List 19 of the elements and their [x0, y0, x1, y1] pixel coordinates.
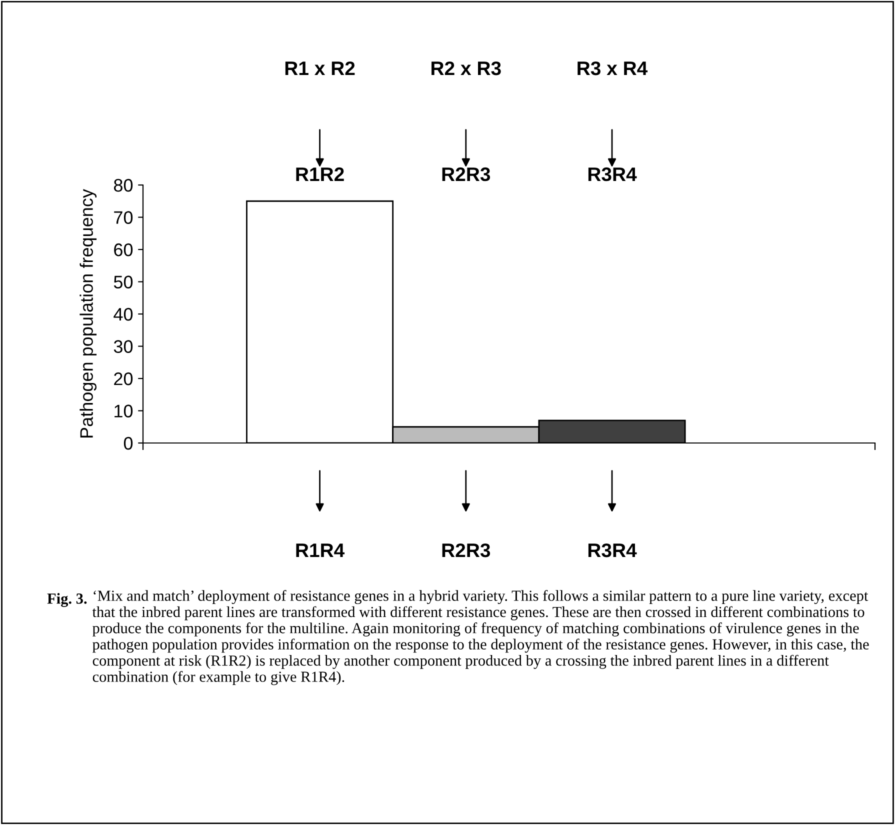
y-tick-label: 70 [114, 211, 133, 224]
y-tick-label: 20 [114, 372, 133, 386]
text: R1R4 [296, 544, 345, 558]
y-tick-label: 80 [114, 178, 133, 192]
text: R2 x R3 [432, 61, 501, 76]
text: R3 x R4 [578, 61, 648, 76]
y-tick-label: 10 [114, 404, 133, 418]
x-tick-label: R1R2 [296, 167, 344, 181]
y-tick-label: 30 [114, 340, 133, 353]
y-tick-label: 0 [124, 436, 133, 450]
y-tick-label: 60 [114, 243, 133, 256]
y-tick-label: 50 [114, 276, 133, 288]
y-axis-title: Pathogen population frequency [80, 189, 97, 438]
text: R3R4 [588, 167, 637, 182]
text: ‘Mix and match’ deployment of resistance genes in a hybrid variety. This follows a similar pattern to a pure line variety, except that the inbred parent lines are transformed with different resistance genes. These are then crossed in different combinations to produce the components for the multiline. Again monitoring of frequency of matching combinations of virulence genes in the pathogen population provides information on the response to the deployment of the resistance genes. However, in this case, the component at risk (R1R2) is replaced by another component produced by a crossing the inbred parent lines in a different combination (for example to give R1R4). [92, 590, 869, 686]
y-tick-label: 40 [114, 308, 133, 321]
text: R2R3 [442, 167, 490, 182]
text: R1 x R2 [285, 61, 355, 76]
caption: Fig. 3. [47, 593, 87, 607]
